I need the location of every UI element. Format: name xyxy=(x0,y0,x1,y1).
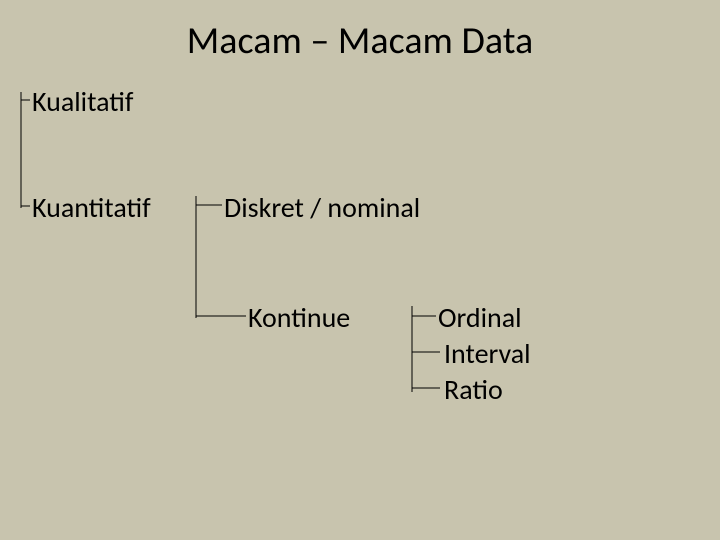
node-kontinue: Kontinue xyxy=(248,300,350,335)
connector-lines xyxy=(0,0,720,540)
node-kualitatif: Kualitatif xyxy=(32,84,133,119)
node-kuantitatif: Kuantitatif xyxy=(32,190,151,225)
diagram-title: Macam – Macam Data xyxy=(0,18,720,64)
node-ratio: Ratio xyxy=(444,372,503,407)
node-interval: Interval xyxy=(444,336,531,371)
node-ordinal: Ordinal xyxy=(438,300,522,335)
node-diskret: Diskret / nominal xyxy=(224,190,420,225)
